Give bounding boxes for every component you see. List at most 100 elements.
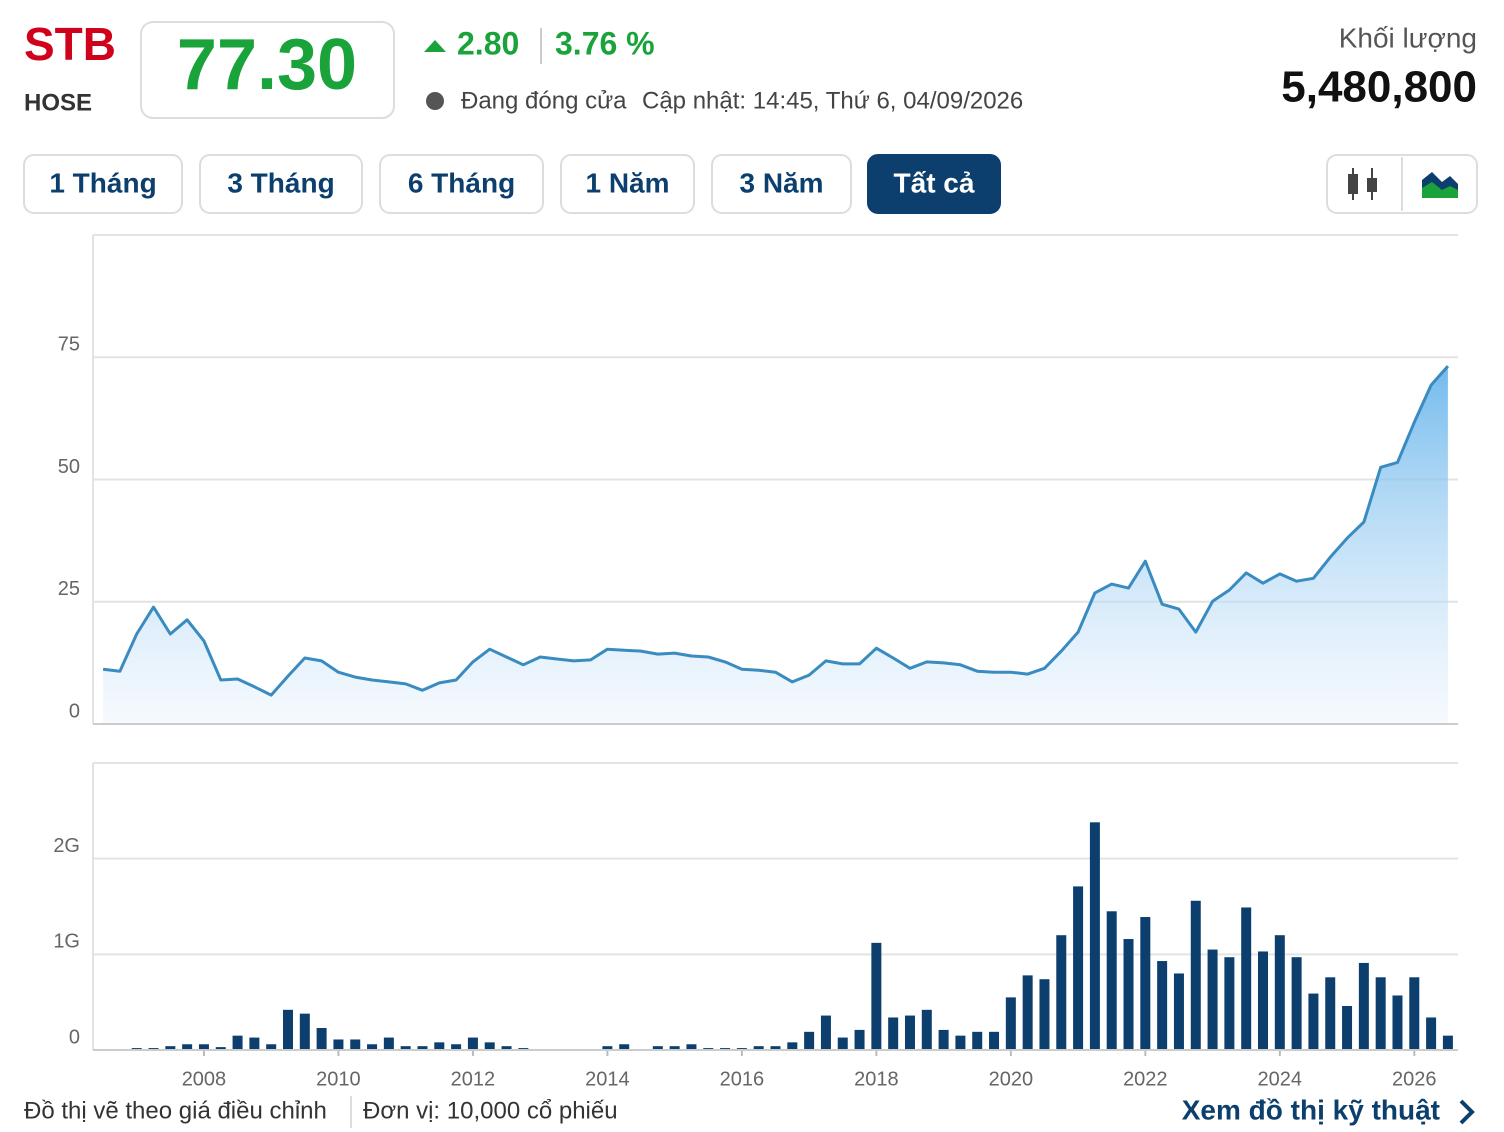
volume-bar: [1123, 939, 1134, 1050]
volume-bar: [652, 1046, 663, 1050]
x-tick-label: 2020: [989, 1068, 1034, 1090]
area-button[interactable]: [1422, 172, 1458, 198]
footer-unit: Đơn vị: 10,000 cổ phiếu: [363, 1097, 618, 1124]
volume-bar: [669, 1046, 680, 1050]
volume: 5,480,800: [1281, 63, 1477, 112]
volume-bar: [266, 1044, 277, 1050]
y-tick-label: 75: [58, 334, 80, 356]
volume-bar: [619, 1044, 630, 1050]
chart: 0 1G 2G 2008 2010 2012 2014 2016 2018 2020 2022 202…: [53, 822, 1458, 1090]
chart: 0 25 50 75: [58, 334, 1458, 725]
x-tick-label: 2008: [182, 1068, 227, 1090]
volume-bar: [165, 1046, 176, 1050]
volume-bar: [787, 1042, 798, 1050]
volume-bar: [1207, 949, 1218, 1050]
price: 77.30: [177, 25, 357, 105]
tab-box[interactable]: [199, 154, 363, 214]
volume-bar: [182, 1044, 193, 1050]
tab[interactable]: 3 Tháng: [199, 154, 363, 214]
volume-bar: [249, 1037, 260, 1050]
volume-bar: [232, 1035, 243, 1050]
volume-bar: [1005, 997, 1016, 1050]
y-tick-label: 50: [58, 456, 80, 478]
tab[interactable]: 6 Tháng: [379, 154, 544, 214]
volume-bar: [1073, 886, 1084, 1050]
tab[interactable]: 3 Năm: [711, 154, 852, 214]
price-line: [102, 365, 1450, 697]
tab[interactable]: 1 Năm: [560, 154, 695, 214]
volume-bar: [1157, 961, 1168, 1050]
tab[interactable]: Tất cả: [867, 154, 1001, 214]
tab-label[interactable]: 1 Tháng: [49, 167, 156, 198]
volume-bar: [686, 1044, 697, 1050]
tab-bar: 1 Tháng 3 Tháng 6 Tháng 1 Năm 3 Năm Tất cả: [23, 154, 1001, 214]
volume-bar: [1173, 973, 1184, 1050]
y-tick-label: 0: [69, 700, 80, 722]
tab-label[interactable]: 3 Năm: [739, 167, 823, 198]
volume-bar: [1274, 935, 1285, 1050]
volume-bar: [820, 1015, 831, 1050]
candlestick-button[interactable]: [1348, 168, 1377, 200]
volume-bar: [1106, 911, 1117, 1050]
volume-bar: [804, 1031, 815, 1050]
price-box: [140, 21, 395, 119]
volume-bar: [1342, 1005, 1353, 1050]
volume-bar: [283, 1009, 293, 1050]
volume-bar: [1039, 979, 1050, 1050]
volume-bar: [871, 942, 882, 1050]
tab-box[interactable]: [23, 154, 183, 214]
x-tick-label: 2016: [720, 1068, 765, 1090]
change-pct: 3.76 %: [555, 25, 655, 61]
x-tick-label: 2022: [1123, 1068, 1168, 1090]
volume-bar: [1409, 977, 1420, 1050]
volume-bar: [1442, 1035, 1453, 1050]
volume-bar: [1258, 951, 1268, 1050]
volume-bar: [299, 1013, 310, 1050]
charts: 0 25 50 75 0 1G 2G 2008 2010 2012 2014 2016 2018 2020…: [53, 334, 1458, 1090]
y-tick-label: 25: [58, 578, 80, 600]
tab[interactable]: 1 Tháng: [23, 154, 183, 214]
volume-bar: [1190, 900, 1201, 1050]
tab-box[interactable]: [379, 154, 544, 214]
x-tick-label: 2024: [1258, 1068, 1303, 1090]
tab-label[interactable]: 6 Tháng: [408, 167, 515, 198]
volume-bar: [921, 1009, 932, 1050]
y-tick-label: 2G: [53, 835, 80, 857]
footer-note: Đồ thị vẽ theo giá điều chỉnh: [24, 1097, 327, 1124]
change: 2.80: [457, 25, 519, 61]
x-tick-label: 2026: [1392, 1068, 1437, 1090]
y-tick-label: 0: [69, 1026, 80, 1048]
tab-label[interactable]: 1 Năm: [585, 167, 669, 198]
status: Đang đóng cửa: [461, 87, 627, 114]
volume-bar: [955, 1035, 966, 1050]
status-dot: [426, 92, 444, 110]
volume-bar: [904, 1015, 915, 1050]
technical-link[interactable]: Xem đồ thị kỹ thuật: [1182, 1094, 1475, 1125]
volume-bar: [1241, 907, 1252, 1050]
volume-bar: [1056, 935, 1067, 1050]
volume-bar: [1022, 975, 1033, 1050]
volume-bar: [1392, 995, 1403, 1050]
area-fill: [103, 366, 1448, 724]
volume-bar: [434, 1042, 445, 1050]
volume-bar: [484, 1042, 495, 1050]
chevron[interactable]: [1459, 1099, 1475, 1125]
tab-box[interactable]: [711, 154, 852, 214]
volume-bar: [989, 1031, 1000, 1050]
tab-label[interactable]: 3 Tháng: [227, 167, 334, 198]
volume-bar: [1224, 957, 1235, 1050]
tab-box[interactable]: [560, 154, 695, 214]
volume-bar: [198, 1044, 209, 1050]
volume-bar: [467, 1037, 478, 1050]
tab-label[interactable]: Tất cả: [894, 167, 975, 198]
y-tick-label: 1G: [53, 931, 80, 953]
volume-bar: [501, 1046, 512, 1050]
link-text[interactable]: Xem đồ thị kỹ thuật: [1182, 1094, 1440, 1125]
volume-bar: [1358, 962, 1369, 1050]
volume-bar: [1325, 977, 1336, 1050]
volume-bar: [383, 1037, 394, 1050]
updated: Cập nhật: 14:45, Thứ 6, 04/09/2026: [642, 87, 1023, 114]
tab-box[interactable]: [867, 154, 1001, 214]
volume-bar: [753, 1046, 764, 1050]
